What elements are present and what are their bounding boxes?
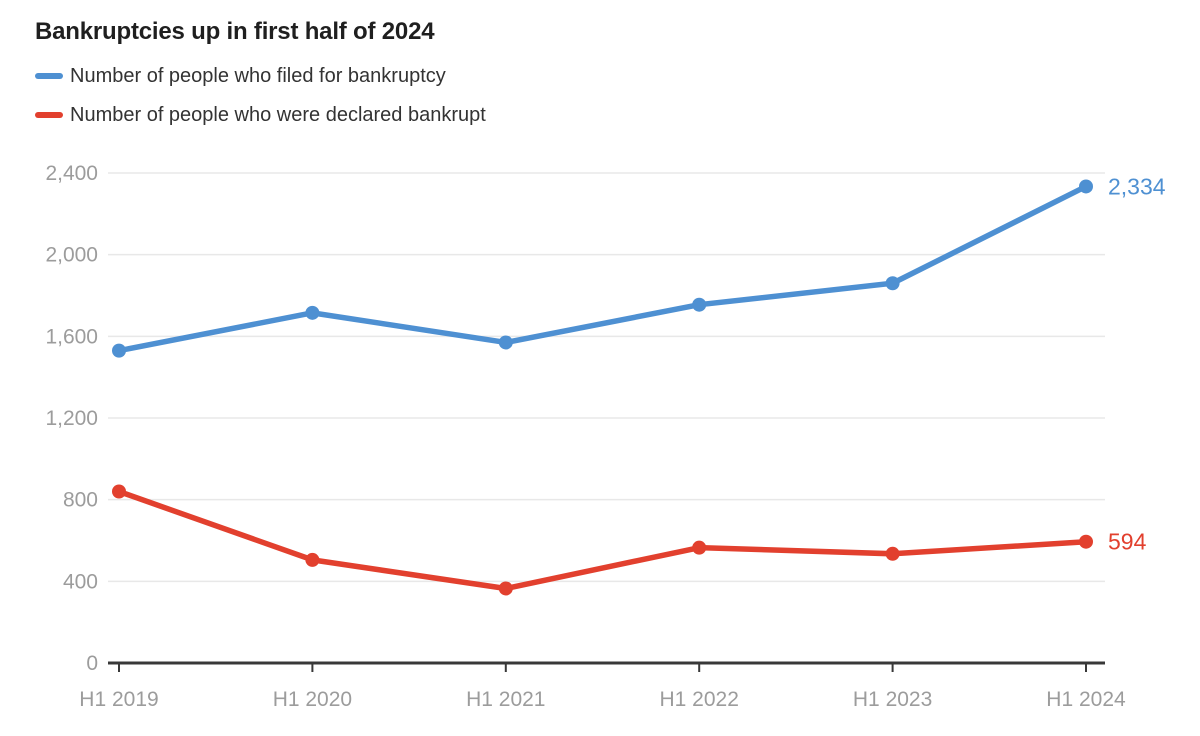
legend-label-filed: Number of people who filed for bankruptc… <box>70 64 446 87</box>
series-line-declared <box>116 488 1089 592</box>
legend-swatch-declared-icon <box>35 112 63 118</box>
data-point <box>885 546 900 561</box>
y-tick-label: 1,200 <box>45 407 98 430</box>
y-tick-label: 2,400 <box>45 162 98 185</box>
series-line-filed <box>116 183 1089 354</box>
legend-label-declared: Number of people who were declared bankr… <box>70 103 486 126</box>
legend-swatch-filed-icon <box>35 73 63 79</box>
end-value-label-filed: 2,334 <box>1108 173 1166 199</box>
y-tick-label: 400 <box>63 570 98 593</box>
y-tick-label: 800 <box>63 489 98 512</box>
x-tick-label: H1 2024 <box>1046 688 1126 711</box>
y-tick-label: 0 <box>86 652 98 675</box>
data-point <box>1079 179 1093 194</box>
data-point <box>305 552 320 567</box>
legend-item-declared: Number of people who were declared bankr… <box>35 101 486 129</box>
data-point <box>885 276 900 291</box>
data-point <box>112 484 126 499</box>
x-tick-label: H1 2023 <box>853 688 932 711</box>
x-tick-label: H1 2022 <box>659 688 738 711</box>
y-tick-label: 1,600 <box>45 325 98 348</box>
data-point <box>692 540 707 555</box>
data-point <box>498 581 513 596</box>
data-point <box>498 335 513 350</box>
end-value-label-declared: 594 <box>1108 529 1147 555</box>
data-point <box>692 297 707 312</box>
x-tick-label: H1 2021 <box>466 688 545 711</box>
legend-item-filed: Number of people who filed for bankruptc… <box>35 62 486 90</box>
data-point <box>112 343 126 358</box>
data-point <box>305 305 320 320</box>
chart-title: Bankruptcies up in first half of 2024 <box>35 18 435 45</box>
data-point <box>1079 534 1093 549</box>
chart-legend: Number of people who filed for bankruptc… <box>35 62 486 140</box>
x-tick-label: H1 2020 <box>273 688 352 711</box>
x-tick-label: H1 2019 <box>79 688 158 711</box>
y-tick-label: 2,000 <box>45 244 98 267</box>
